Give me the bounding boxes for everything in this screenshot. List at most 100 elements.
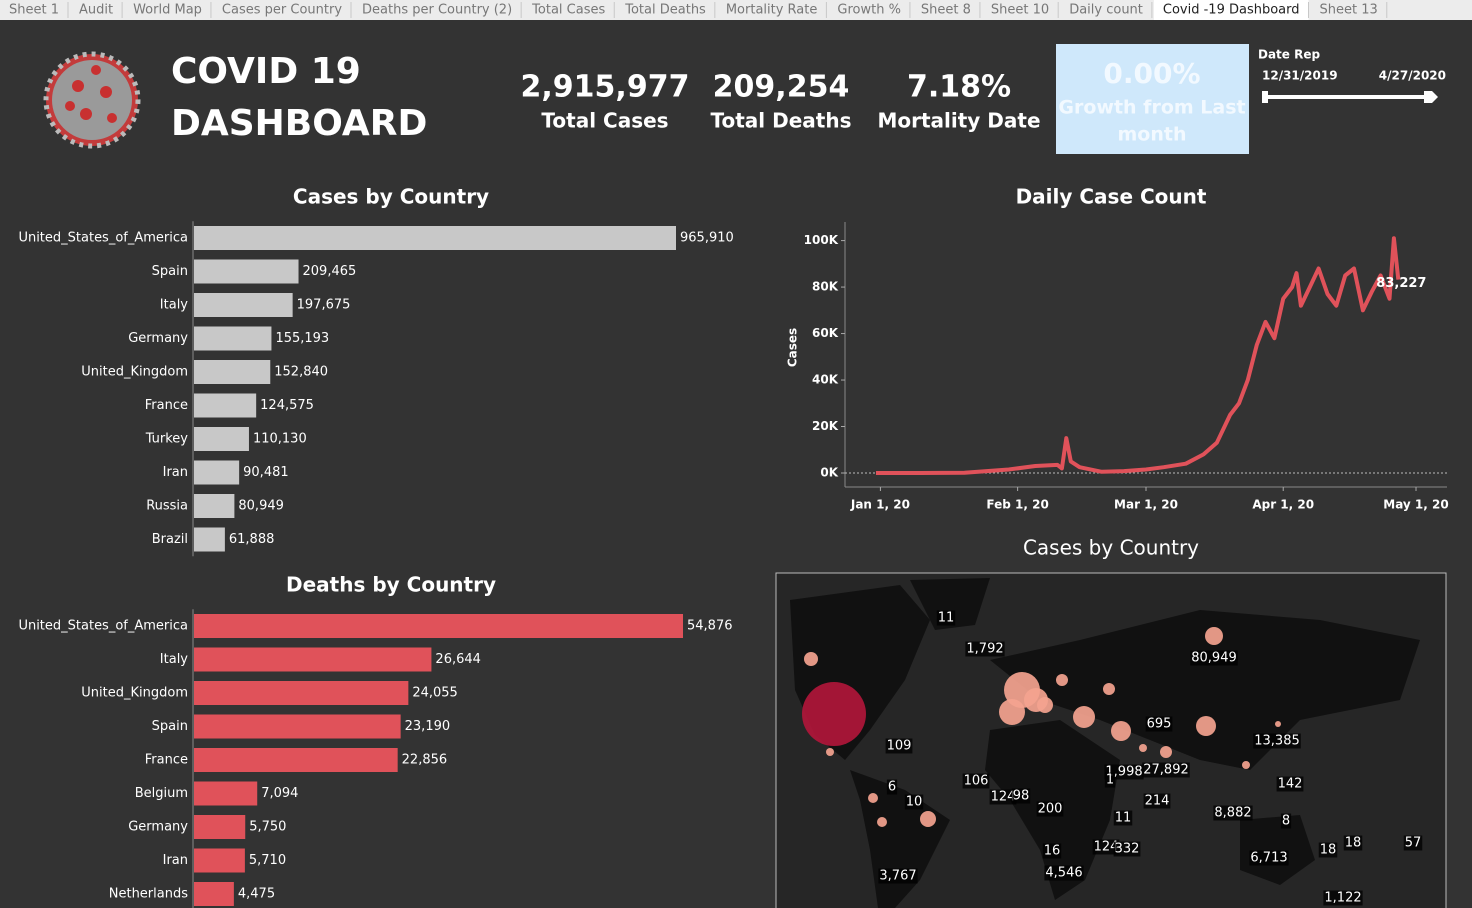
map-bubble bbox=[1073, 706, 1095, 728]
tab[interactable] bbox=[1060, 0, 1152, 20]
map-label: 1 bbox=[1106, 773, 1114, 788]
map-bubble bbox=[868, 793, 878, 803]
map-label-bg bbox=[1276, 776, 1304, 792]
map-label: 10 bbox=[906, 795, 923, 810]
y-tick-label: 80K bbox=[812, 280, 839, 294]
dashboard-title: DASHBOARD bbox=[171, 103, 427, 144]
tab[interactable] bbox=[616, 0, 715, 20]
map-label: 214 bbox=[1145, 794, 1170, 809]
map-bubble bbox=[826, 748, 834, 756]
tab-label: World Map bbox=[133, 3, 202, 18]
map-label: 142 bbox=[1278, 777, 1303, 792]
map-label: 98 bbox=[1013, 789, 1030, 804]
dashboard-title: COVID 19 bbox=[171, 51, 361, 92]
tab[interactable] bbox=[828, 0, 910, 20]
map-label-bg bbox=[1044, 865, 1084, 881]
map-label: 695 bbox=[1147, 717, 1172, 732]
map-bubble bbox=[1037, 697, 1053, 713]
tab[interactable] bbox=[212, 0, 352, 20]
bar bbox=[194, 494, 235, 518]
tab-label: Daily count bbox=[1069, 3, 1143, 18]
category-label: United_States_of_America bbox=[18, 231, 188, 246]
category-label: Turkey bbox=[145, 432, 189, 447]
bar bbox=[194, 427, 249, 451]
category-label: Brazil bbox=[152, 532, 188, 547]
map-label: 8,882 bbox=[1214, 806, 1251, 821]
category-label: Italy bbox=[160, 298, 189, 313]
value-label: 209,465 bbox=[303, 264, 357, 279]
y-tick-label: 40K bbox=[812, 373, 839, 387]
bar bbox=[194, 259, 299, 284]
category-label: Italy bbox=[160, 652, 189, 667]
value-label: 5,750 bbox=[249, 820, 286, 835]
bar bbox=[194, 748, 398, 772]
value-label: 22,856 bbox=[402, 753, 448, 768]
map-label-bg bbox=[1403, 835, 1423, 851]
tab[interactable] bbox=[1310, 0, 1387, 20]
tab[interactable] bbox=[911, 0, 980, 20]
map-label-bg bbox=[1104, 772, 1116, 788]
category-label: Belgium bbox=[135, 786, 188, 801]
map-label-bg bbox=[962, 773, 990, 789]
map-label: 109 bbox=[887, 739, 912, 754]
chart-title: Daily Case Count bbox=[1016, 185, 1207, 209]
category-label: France bbox=[145, 398, 188, 413]
map-bubble bbox=[802, 682, 866, 746]
map-label-bg bbox=[1213, 805, 1253, 821]
bar bbox=[194, 848, 245, 873]
tab-label: Mortality Rate bbox=[726, 3, 818, 18]
tab[interactable] bbox=[0, 0, 68, 20]
y-tick-label: 60K bbox=[812, 326, 839, 340]
map-label: 4,546 bbox=[1045, 866, 1082, 881]
map-bubble bbox=[1111, 721, 1131, 741]
category-label: Spain bbox=[152, 264, 188, 279]
bar bbox=[194, 527, 225, 552]
growth-box bbox=[1056, 44, 1249, 154]
map-label-bg bbox=[1343, 835, 1363, 851]
tab[interactable] bbox=[124, 0, 211, 20]
map-label-bg bbox=[878, 868, 918, 884]
map-label-bg bbox=[1190, 650, 1238, 666]
category-label: United_Kingdom bbox=[81, 365, 188, 380]
growth-label: month bbox=[1118, 124, 1187, 146]
tab[interactable] bbox=[523, 0, 615, 20]
slider-handle[interactable] bbox=[1262, 91, 1268, 103]
value-label: 23,190 bbox=[405, 719, 451, 734]
category-label: Iran bbox=[163, 465, 188, 480]
tab[interactable] bbox=[353, 0, 522, 20]
bar bbox=[194, 681, 409, 705]
map-label-bg bbox=[965, 641, 1005, 657]
bar bbox=[194, 614, 683, 638]
tab-label: Sheet 10 bbox=[991, 3, 1049, 18]
data-label: 83,227 bbox=[1376, 276, 1426, 291]
value-label: 54,876 bbox=[687, 619, 733, 634]
map-label-bg bbox=[885, 738, 913, 754]
bar bbox=[194, 393, 257, 418]
bar bbox=[194, 647, 432, 672]
map-label-bg bbox=[1145, 716, 1173, 732]
map-label: 18 bbox=[1345, 836, 1362, 851]
map-label-bg bbox=[1142, 762, 1190, 778]
y-axis-title: Cases bbox=[786, 328, 800, 367]
value-label: 110,130 bbox=[253, 432, 307, 447]
tab-label: Sheet 1 bbox=[9, 3, 59, 18]
tab[interactable] bbox=[716, 0, 827, 20]
tab[interactable] bbox=[1153, 0, 1309, 20]
category-label: France bbox=[145, 753, 188, 768]
map-label: 11 bbox=[1115, 811, 1132, 826]
map-label-bg bbox=[936, 610, 956, 626]
map-label-bg bbox=[1092, 839, 1120, 855]
slider-handle[interactable] bbox=[1424, 91, 1438, 103]
value-label: 26,644 bbox=[435, 652, 481, 667]
map-label: 6,713 bbox=[1250, 851, 1287, 866]
tab-label: Sheet 13 bbox=[1320, 3, 1378, 18]
map-label: 200 bbox=[1038, 802, 1063, 817]
bar bbox=[194, 360, 271, 384]
category-label: Netherlands bbox=[109, 887, 188, 902]
tab[interactable] bbox=[70, 0, 123, 20]
tab[interactable] bbox=[981, 0, 1059, 20]
map-label: 1,122 bbox=[1324, 891, 1361, 906]
map-label: 106 bbox=[964, 774, 989, 789]
